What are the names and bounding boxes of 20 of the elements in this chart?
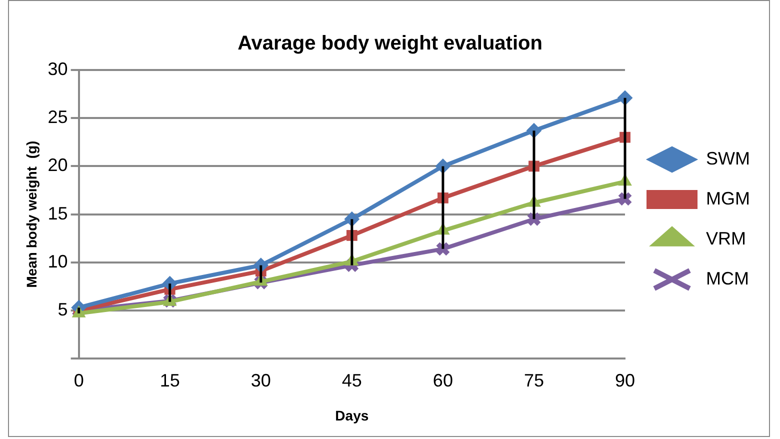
x-tick-label: 90 <box>614 370 636 390</box>
y-tick-label: 25 <box>48 107 68 128</box>
y-tick-label: 5 <box>58 299 68 320</box>
y-tick-label: 30 <box>48 58 68 79</box>
x-tick-label: 75 <box>524 370 544 390</box>
x-tick-label: 30 <box>250 370 271 390</box>
legend-label: MGM <box>706 188 750 208</box>
x-tick-label: 0 <box>74 370 84 390</box>
y-tick-label: 10 <box>48 251 68 272</box>
y-axis-title: Mean body weight (g) <box>23 140 40 288</box>
legend-label: SWM <box>706 148 750 168</box>
legend-label: MCM <box>706 268 750 288</box>
y-tick-label: 15 <box>48 203 68 224</box>
x-tick-label: 45 <box>342 370 362 390</box>
x-tick-label: 15 <box>160 370 180 390</box>
x-axis-title: Days <box>335 407 369 424</box>
x-tick-label: 60 <box>432 370 453 390</box>
legend-label: VRM <box>706 228 746 248</box>
y-tick-label: 20 <box>48 155 68 176</box>
chart-title: Avarage body weight evaluation <box>238 32 542 55</box>
